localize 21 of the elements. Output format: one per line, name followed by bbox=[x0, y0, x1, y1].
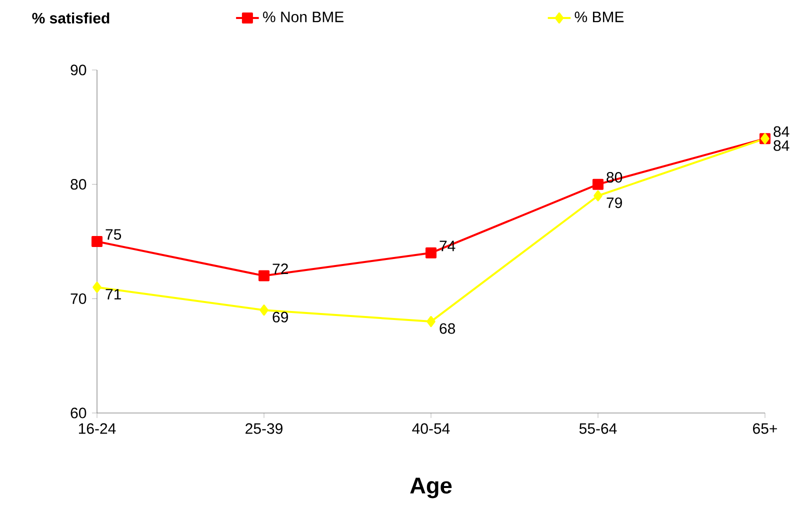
data-label: 69 bbox=[272, 312, 288, 322]
x-tick-label: 16-24 bbox=[78, 423, 116, 434]
data-label: 71 bbox=[106, 289, 121, 300]
x-tick-label: 55-64 bbox=[579, 423, 617, 434]
data-label: 68 bbox=[440, 323, 456, 334]
legend-label: % Non BME bbox=[263, 12, 344, 22]
data-label: 72 bbox=[272, 264, 288, 274]
y-tick-label: 70 bbox=[70, 293, 86, 304]
y-tick-label: 60 bbox=[70, 408, 86, 418]
x-tick-label: 25-39 bbox=[246, 423, 282, 434]
x-axis-title: Age bbox=[410, 478, 452, 498]
x-tick-label: 40-54 bbox=[412, 423, 450, 434]
data-label: 84 bbox=[774, 140, 790, 151]
y-tick-label: 90 bbox=[70, 64, 86, 76]
data-label: 79 bbox=[606, 197, 622, 208]
data-label: 75 bbox=[106, 229, 122, 240]
y-tick-label: 80 bbox=[70, 179, 86, 190]
data-label: 84 bbox=[774, 126, 790, 137]
x-tick-label: 65+ bbox=[753, 423, 777, 434]
y-axis-title: % satisfied bbox=[32, 12, 110, 24]
legend-label: % BME bbox=[574, 12, 624, 22]
